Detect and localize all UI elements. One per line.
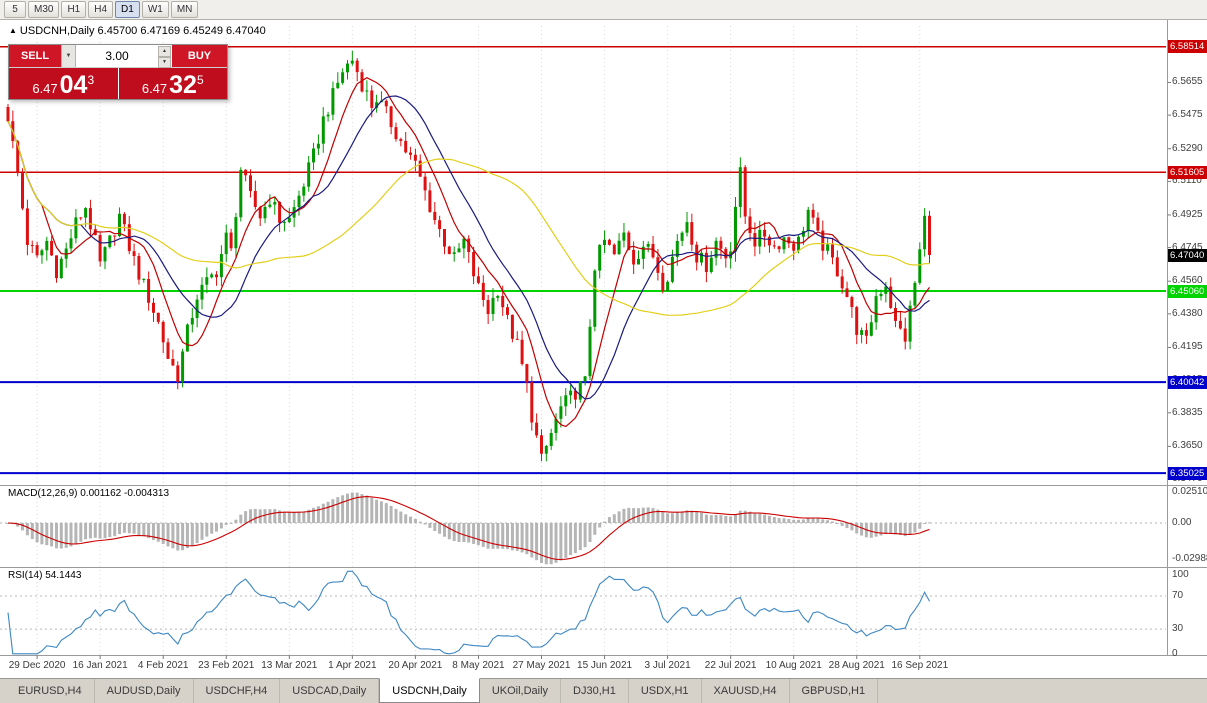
timeframe-button-5[interactable]: 5 <box>4 1 26 18</box>
ohlc-readout: USDCNH,Daily 6.45700 6.47169 6.45249 6.4… <box>19 25 266 37</box>
timeframe-button-h4[interactable]: H4 <box>88 1 114 18</box>
timeframe-button-mn[interactable]: MN <box>170 1 199 18</box>
chart-title: ▲ USDCNH,Daily 6.45700 6.47169 6.45249 6.… <box>9 25 266 37</box>
chart-tab-audusd[interactable]: AUDUSD,Daily <box>95 679 194 703</box>
collapse-icon: ▲ <box>9 26 17 35</box>
buy-price-small: 6.47 <box>141 81 168 96</box>
buy-price-sup: 5 <box>196 73 204 87</box>
chart-tab-usdcnh[interactable]: USDCNH,Daily <box>379 678 480 703</box>
sell-button[interactable]: SELL <box>9 45 61 67</box>
one-click-trading-panel: SELL ▼ ▲ ▼ BUY 6.47 04 3 6.47 32 5 <box>8 44 228 100</box>
sell-price-big: 04 <box>59 71 88 99</box>
volume-decrement-button[interactable]: ▼ <box>158 57 171 68</box>
sell-price-sup: 3 <box>87 73 95 87</box>
chart-tab-dj30[interactable]: DJ30,H1 <box>561 679 629 703</box>
volume-spinner: ▲ ▼ <box>158 46 171 68</box>
chart-tab-usdcad[interactable]: USDCAD,Daily <box>280 679 380 703</box>
chart-tab-bar: EURUSD,H4 AUDUSD,Daily USDCHF,H4 USDCAD,Dai… <box>0 678 1207 703</box>
volume-field-wrapper: ▲ ▼ <box>76 45 172 68</box>
volume-input[interactable] <box>76 45 172 67</box>
chart-tab-xauusd[interactable]: XAUUSD,H4 <box>702 679 790 703</box>
chart-tab-usdchf[interactable]: USDCHF,H4 <box>194 679 281 703</box>
rsi-label: RSI(14) 54.1443 <box>8 570 82 581</box>
chart-canvas[interactable] <box>0 0 1207 678</box>
macd-label: MACD(12,26,9) 0.001162 -0.004313 <box>8 488 170 499</box>
timeframe-button-h1[interactable]: H1 <box>61 1 87 18</box>
chevron-down-icon[interactable]: ▼ <box>61 45 76 67</box>
sell-price-panel[interactable]: 6.47 04 3 <box>9 68 118 99</box>
chart-tab-eurusd[interactable]: EURUSD,H4 <box>6 679 95 703</box>
buy-price-big: 32 <box>169 71 197 99</box>
trade-controls-row: SELL ▼ ▲ ▼ BUY <box>9 45 227 68</box>
buy-button[interactable]: BUY <box>172 45 227 67</box>
timeframe-toolbar: 5 M30 H1 H4 D1 W1 MN <box>0 0 1207 20</box>
timeframe-button-m30[interactable]: M30 <box>28 1 60 18</box>
timeframe-button-w1[interactable]: W1 <box>141 1 169 18</box>
volume-increment-button[interactable]: ▲ <box>158 46 171 57</box>
trade-price-row: 6.47 04 3 6.47 32 5 <box>9 68 227 99</box>
chart-tab-ukoil[interactable]: UKOil,Daily <box>480 679 562 703</box>
sell-price-small: 6.47 <box>32 81 58 96</box>
chart-tab-usdx[interactable]: USDX,H1 <box>629 679 702 703</box>
buy-price-panel[interactable]: 6.47 32 5 <box>118 68 227 99</box>
timeframe-button-d1[interactable]: D1 <box>115 1 140 18</box>
chart-tab-gbpusd[interactable]: GBPUSD,H1 <box>790 679 879 703</box>
